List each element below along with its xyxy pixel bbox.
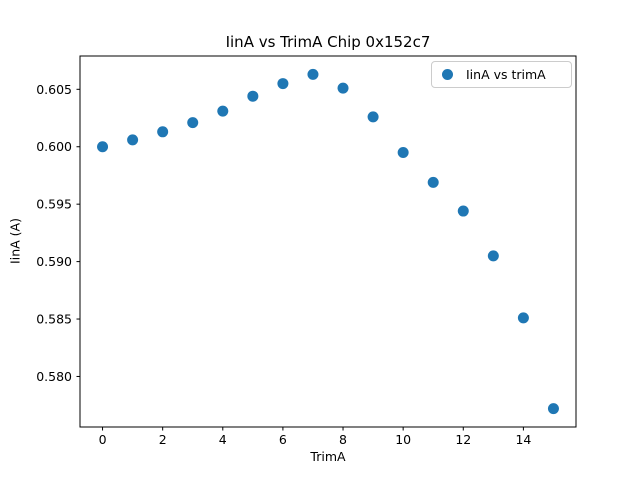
data-point [487,250,499,262]
data-point [337,82,349,94]
y-tick-label: 0.590 [36,254,72,269]
y-tick-label: 0.605 [36,82,72,97]
x-tick-label: 12 [455,432,471,447]
x-tick-label: 0 [99,432,107,447]
y-tick-label: 0.600 [36,139,72,154]
data-point [187,117,199,129]
y-tick-label: 0.585 [36,312,72,327]
legend-label: IinA vs trimA [466,67,546,82]
x-tick-label: 2 [159,432,167,447]
y-tick-label: 0.595 [36,197,72,212]
legend-marker-dot [442,69,453,80]
y-axis-label: IinA (A) [7,218,23,264]
data-point [457,205,469,217]
data-point [547,403,559,415]
data-point [307,68,319,80]
data-point [367,111,379,123]
data-point [247,90,259,102]
data-point [97,141,109,153]
x-tick-label: 14 [515,432,531,447]
x-tick-label: 6 [279,432,287,447]
data-point [157,126,169,138]
axes-frame [79,55,577,428]
data-point [427,176,439,188]
x-tick-label: 8 [339,432,347,447]
x-tick-label: 4 [219,432,227,447]
x-tick-label: 10 [395,432,411,447]
legend: IinA vs trimA [431,61,572,88]
x-axis-label: TrimA [310,449,346,464]
data-point [217,105,229,117]
y-tick-label: 0.580 [36,369,72,384]
data-point [517,312,529,324]
chart-title: IinA vs TrimA Chip 0x152c7 [225,33,431,51]
data-point [127,134,139,146]
data-point [397,146,409,158]
data-point [277,78,289,90]
